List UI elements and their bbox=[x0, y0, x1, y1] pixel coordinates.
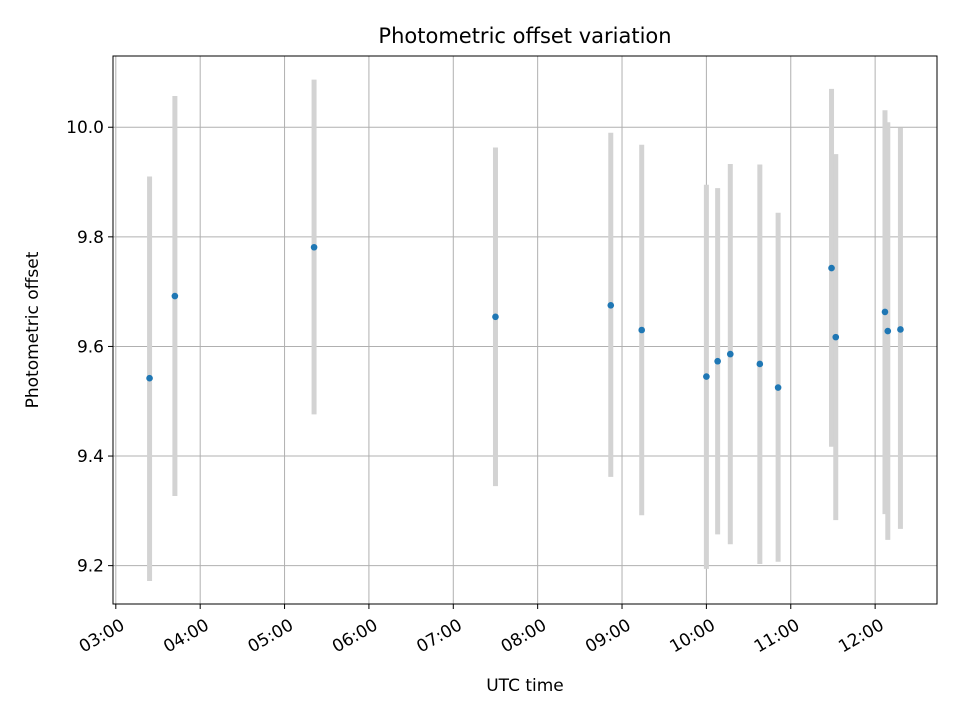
data-point bbox=[881, 308, 889, 316]
data-point bbox=[897, 326, 904, 333]
y-axis-label: Photometric offset bbox=[23, 251, 43, 408]
data-point bbox=[146, 374, 153, 382]
y-axis: 9.2 9.4 9.6 9.8 10.0 bbox=[66, 118, 113, 577]
data-points bbox=[146, 243, 904, 391]
data-point bbox=[703, 373, 710, 380]
data-point bbox=[726, 350, 734, 358]
data-point bbox=[774, 384, 782, 391]
grid bbox=[113, 56, 937, 604]
plot-frame bbox=[112, 55, 938, 605]
y-tick-label: 10.0 bbox=[66, 118, 104, 138]
data-point bbox=[492, 313, 499, 321]
data-point bbox=[310, 243, 318, 251]
data-point bbox=[832, 333, 840, 341]
chart-title: Photometric offset variation bbox=[378, 24, 671, 48]
data-point bbox=[884, 327, 892, 335]
data-point bbox=[638, 326, 646, 334]
y-tick-label: 9.8 bbox=[77, 228, 104, 248]
x-axis-label: UTC time bbox=[486, 676, 564, 696]
data-point bbox=[607, 302, 615, 309]
y-tick-label: 9.4 bbox=[77, 447, 104, 467]
data-point bbox=[828, 264, 835, 272]
data-point bbox=[756, 360, 764, 368]
y-tick-label: 9.2 bbox=[77, 557, 104, 577]
y-tick-label: 9.6 bbox=[77, 337, 104, 357]
data-point bbox=[714, 357, 721, 365]
data-point bbox=[171, 292, 179, 300]
